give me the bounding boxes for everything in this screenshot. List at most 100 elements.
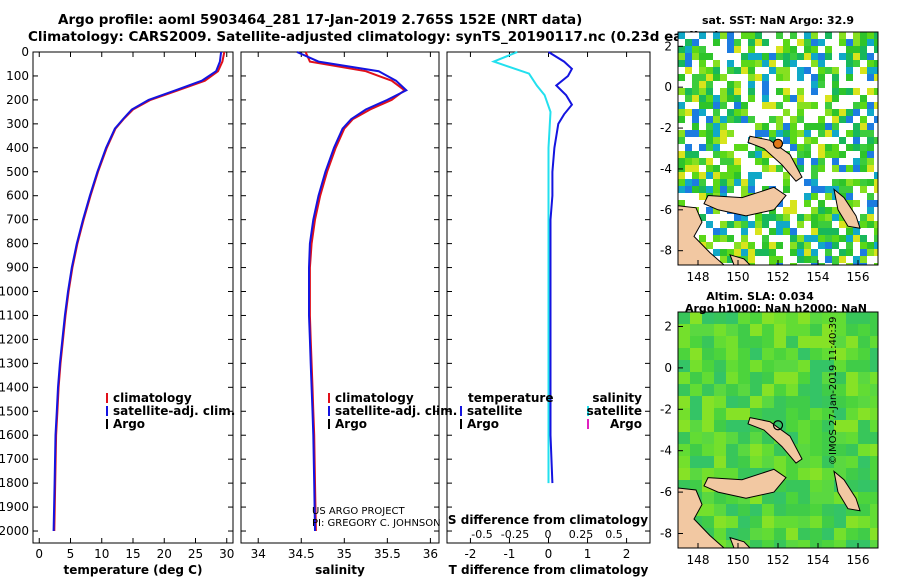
map-cell-sst_map (874, 32, 878, 39)
map-cell-sst_map (776, 214, 783, 221)
map-cell-sst_map (734, 39, 741, 46)
map-cell-sla_map (726, 408, 738, 420)
map-cell-sst_map (867, 200, 874, 207)
map-cell-sla_map (726, 336, 738, 348)
map-cell-sla_map (810, 456, 822, 468)
map-cell-sst_map (853, 32, 860, 39)
map-cell-sst_map (762, 186, 769, 193)
map-cell-sst_map (762, 130, 769, 137)
map-cell-sst_map (748, 39, 755, 46)
map-cell-sla_map (762, 336, 774, 348)
map-cell-sst_map (699, 172, 706, 179)
map-cell-sst_map (867, 221, 874, 228)
map-cell-sla_map (822, 408, 834, 420)
map-cell-sst_map (839, 249, 846, 256)
map-cell-sst_map (846, 74, 853, 81)
map-cell-sst_map (874, 249, 878, 256)
map-cell-sst_map (692, 158, 699, 165)
map-cell-sst_map (832, 263, 839, 265)
map-cell-sla_map (822, 312, 834, 324)
map-cell-sla_map (738, 504, 750, 516)
map-cell-sla_map (798, 324, 810, 336)
map-cell-sst_map (846, 263, 853, 265)
map-cell-sst_map (741, 60, 748, 67)
map-cell-sst_map (678, 130, 685, 137)
map-cell-sla_map (810, 528, 822, 540)
map-cell-sla_map (870, 480, 878, 492)
map-cell-sst_map (734, 67, 741, 74)
map-cell-sst_map (734, 46, 741, 53)
map-cell-sla_map (726, 432, 738, 444)
map-cell-sla_map (774, 324, 786, 336)
map-cell-sst_map (713, 130, 720, 137)
map-cell-sst_map (797, 221, 804, 228)
map-cell-sla_map (738, 396, 750, 408)
map-cell-sla_map (798, 528, 810, 540)
map-cell-sla_map (822, 456, 834, 468)
map-cell-sst_map (860, 214, 867, 221)
map-cell-sst_map (678, 186, 685, 193)
map-cell-sla_map (762, 384, 774, 396)
map-cell-sst_map (734, 249, 741, 256)
map-cell-sst_map (811, 102, 818, 109)
map-cell-sst_map (769, 53, 776, 60)
map-cell-sst_map (825, 102, 832, 109)
map-cell-sst_map (706, 95, 713, 102)
map-cell-sst_map (699, 235, 706, 242)
map-cell-sst_map (699, 130, 706, 137)
map-cell-sla_map (714, 516, 726, 528)
map-cell-sla_map (690, 372, 702, 384)
map-cell-sst_map (846, 249, 853, 256)
sla-map-title: Altim. SLA: 0.034 (706, 290, 814, 303)
map-cell-sst_map (790, 53, 797, 60)
map-cell-sla_map (750, 516, 762, 528)
map-cell-sla_map (774, 408, 786, 420)
legend-label-temperature: Argo (113, 417, 145, 431)
map-cell-sst_map (699, 109, 706, 116)
map-cell-sla_map (858, 336, 870, 348)
map-cell-sst_map (811, 88, 818, 95)
map-cell-sst_map (818, 53, 825, 60)
series-line-temperature-climatology (53, 51, 226, 532)
map-cell-sst_map (832, 179, 839, 186)
map-cell-sst_map (818, 130, 825, 137)
map-cell-sst_map (713, 151, 720, 158)
map-cell-sst_map (797, 249, 804, 256)
map-cell-sla_map (738, 360, 750, 372)
map-cell-sla_map (774, 372, 786, 384)
map-cell-sst_map (727, 256, 734, 263)
map-cell-sla_map (798, 420, 810, 432)
map-cell-sst_map (699, 95, 706, 102)
map-cell-sst_map (706, 221, 713, 228)
map-y-tick-label-sla_map: -8 (660, 527, 672, 541)
map-cell-sla_map (690, 396, 702, 408)
legend-label-salinity: climatology (335, 391, 414, 405)
y-tick-label: 100 (6, 69, 29, 83)
map-cell-sla_map (714, 504, 726, 516)
map-cell-sst_map (734, 172, 741, 179)
map-cell-sst_map (755, 130, 762, 137)
map-cell-sst_map (762, 165, 769, 172)
map-cell-sst_map (804, 130, 811, 137)
map-cell-sst_map (699, 158, 706, 165)
map-cell-sla_map (714, 408, 726, 420)
map-cell-sst_map (720, 102, 727, 109)
map-cell-sla_map (738, 372, 750, 384)
map-cell-sst_map (685, 53, 692, 60)
map-cell-sst_map (839, 235, 846, 242)
map-cell-sst_map (825, 109, 832, 116)
map-cell-sla_map (822, 396, 834, 408)
map-cell-sla_map (738, 324, 750, 336)
map-cell-sla_map (810, 324, 822, 336)
map-cell-sla_map (798, 516, 810, 528)
map-cell-sst_map (804, 179, 811, 186)
map-cell-sst_map (832, 242, 839, 249)
map-cell-sla_map (834, 408, 846, 420)
map-cell-sst_map (783, 46, 790, 53)
map-cell-sst_map (755, 60, 762, 67)
map-cell-sst_map (755, 228, 762, 235)
y-tick-label: 300 (6, 117, 29, 131)
map-cell-sst_map (818, 74, 825, 81)
map-cell-sst_map (804, 102, 811, 109)
y-tick-label: 1000 (0, 285, 29, 299)
